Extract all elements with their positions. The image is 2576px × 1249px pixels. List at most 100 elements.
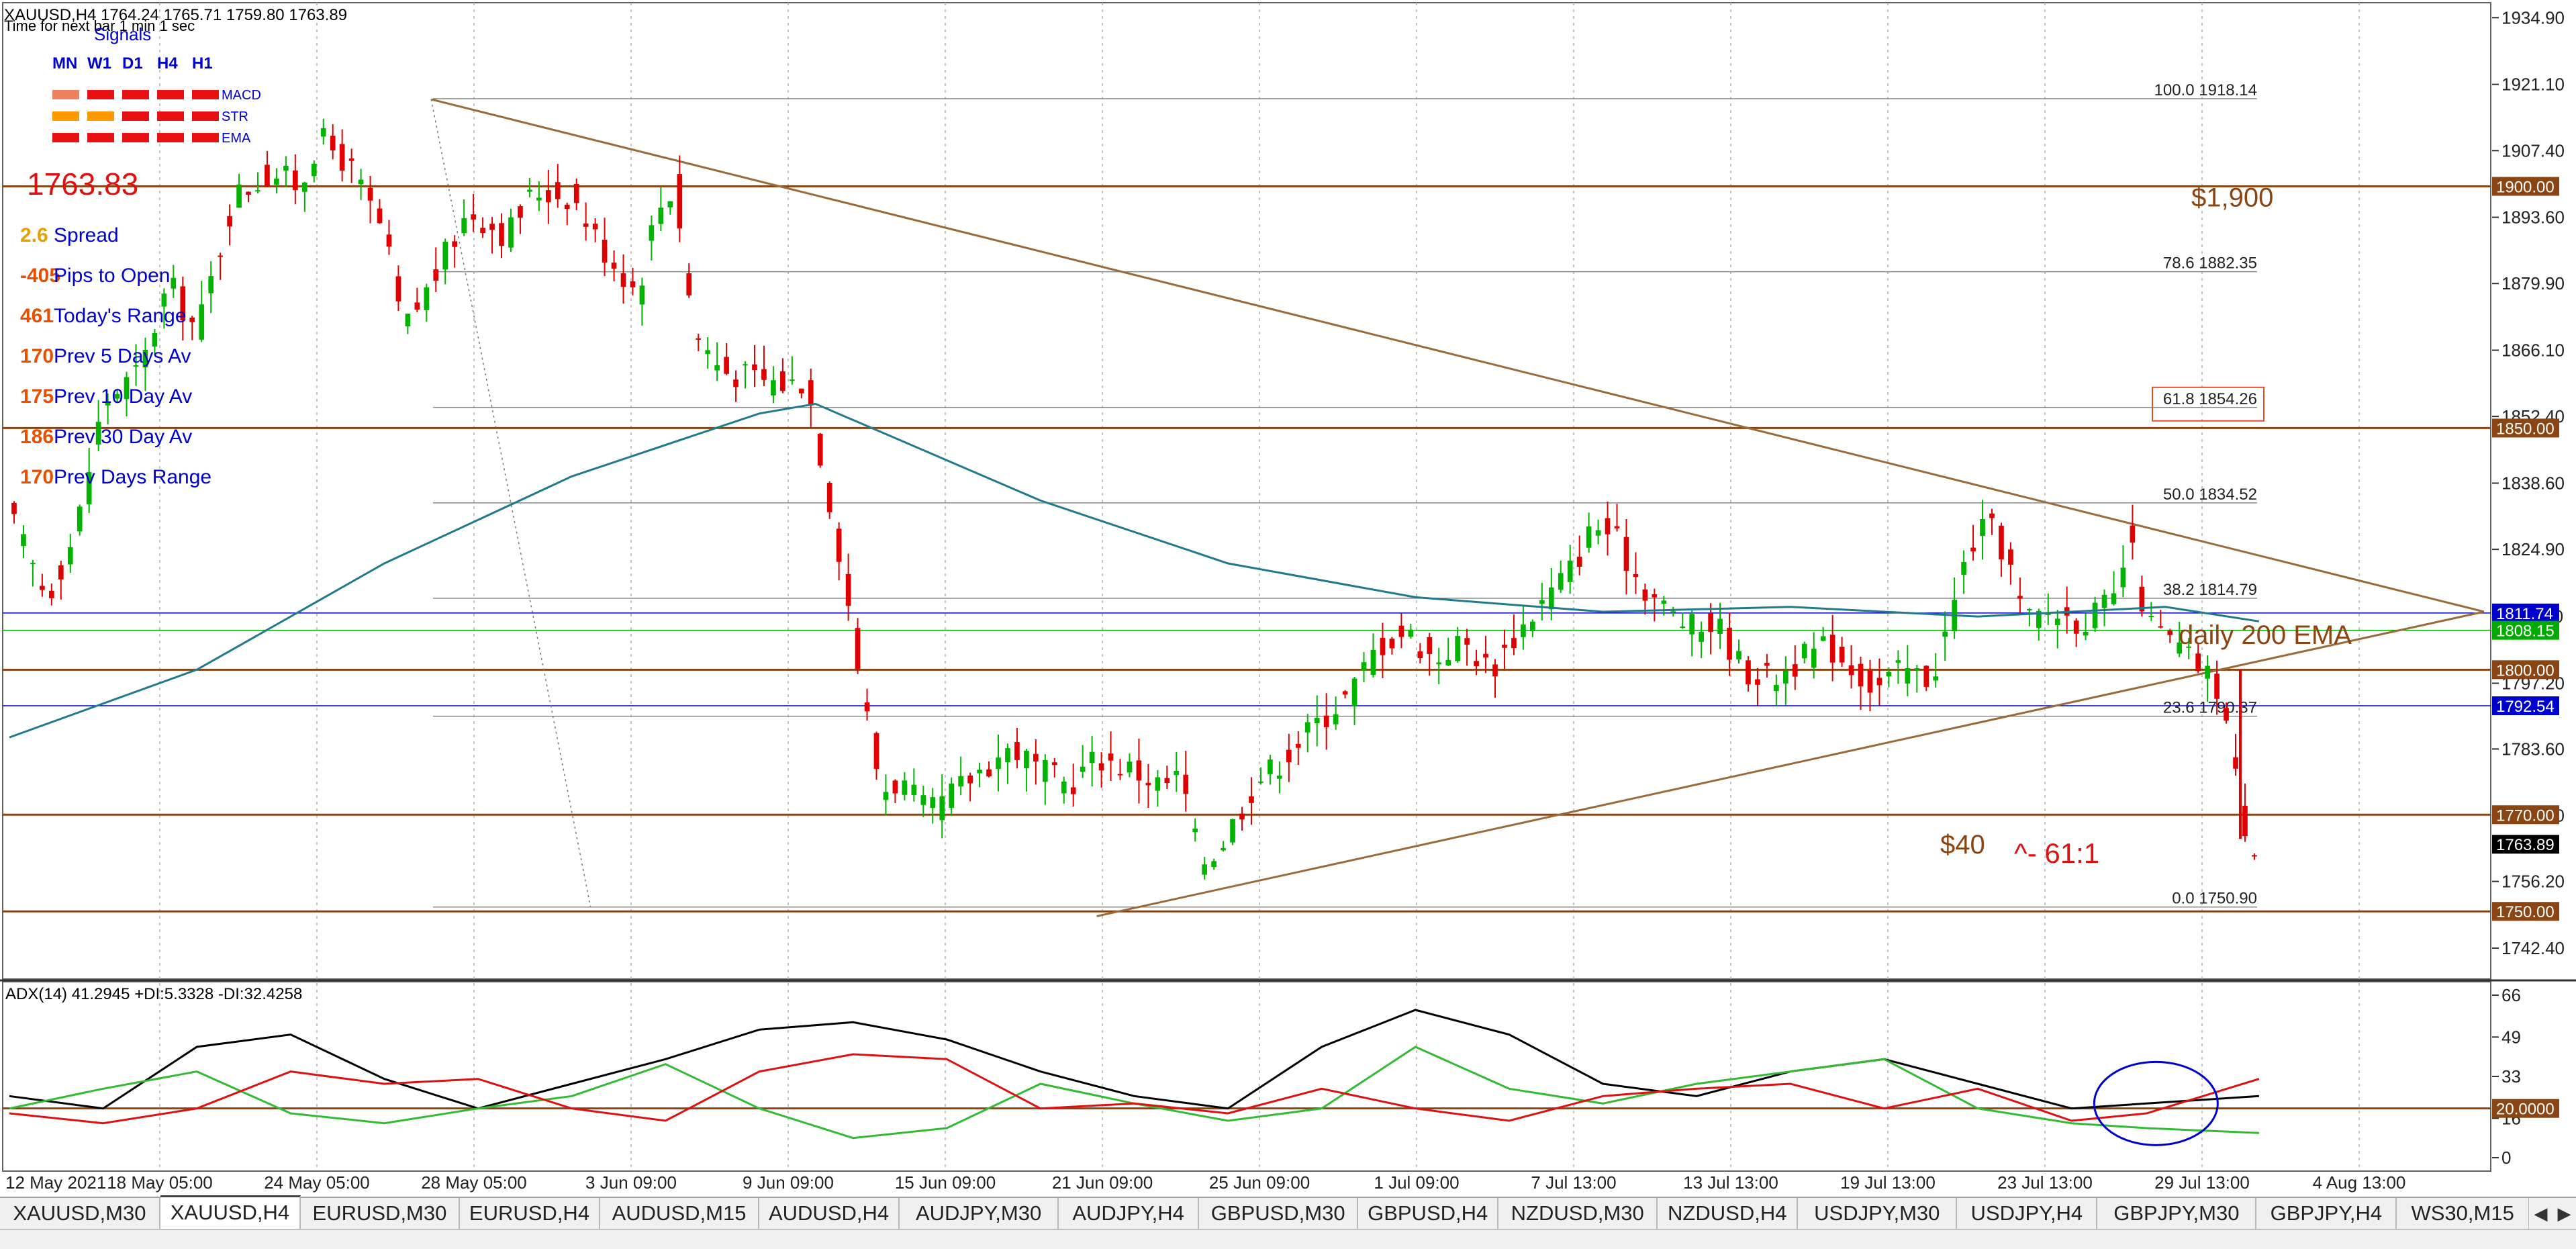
stat-value: 175 [20,385,54,408]
symbol-header: XAUUSD,H4 1764.24 1765.71 1759.80 1763.8… [4,6,347,24]
tab-gbpjpy-h4[interactable]: GBPJPY,H4 [2256,1198,2397,1229]
candle-body [2073,620,2079,634]
candle-body [892,780,898,794]
candle-body [1455,636,1460,661]
tab-audjpy-m30[interactable]: AUDJPY,M30 [900,1198,1059,1229]
y-tick-label: 1907.40 [2501,140,2565,160]
candle-body [2092,602,2098,629]
candle-body [761,369,767,380]
candle-body [920,795,926,805]
price-chart[interactable]: 12 May 2021 18 May 05:00 24 May 05:00 28 Ma… [0,0,2576,1195]
y-tick-label: 1921.10 [2501,75,2565,95]
candle-body [573,184,579,203]
y-tick-label: 1783.60 [2501,739,2565,759]
candle-body [1014,742,1020,760]
candle-body [1192,828,1198,833]
candle-body [2233,757,2238,769]
candle-body [1258,781,1263,783]
candle-body [339,144,345,171]
candle-body [1174,771,1180,776]
candle-body [358,179,364,185]
candle-body [930,797,936,808]
signal-cell [157,133,184,142]
candle-body [433,269,439,281]
candle-body [1895,660,1901,663]
candle-body [2224,708,2229,721]
candle-body [1342,691,1348,695]
candle-body [283,165,289,171]
x-tick-label: 18 May 05:00 [107,1172,213,1193]
candle-body [1098,763,1104,771]
candle-body [902,780,908,795]
candle-body [1211,861,1217,868]
tab-gbpusd-m30[interactable]: GBPUSD,M30 [1199,1198,1359,1229]
candle-body [2242,806,2248,837]
x-tick-label: 19 Jul 13:00 [1840,1172,1936,1193]
signal-timeframe-label: D1 [122,54,143,73]
tab-audusd-h4[interactable]: AUDUSD,H4 [759,1198,900,1229]
candle-body [1511,638,1517,649]
tab-xauusd-h4[interactable]: XAUUSD,H4 [160,1195,301,1230]
signal-cell [122,111,149,121]
tab-eurusd-m30[interactable]: EURUSD,M30 [301,1198,460,1229]
candle-body [1774,684,1779,692]
candle-body [1886,672,1892,677]
candle-body [826,482,832,512]
x-tick-label: 28 May 05:00 [421,1172,527,1193]
candle-body [1727,627,1732,660]
candle-body [1417,651,1423,659]
scroll-right-icon[interactable]: ▶ [2557,1203,2571,1223]
candle-body [199,304,205,340]
tab-eurusd-h4[interactable]: EURUSD,H4 [460,1198,601,1229]
tab-usdjpy-h4[interactable]: USDJPY,H4 [1957,1198,2098,1229]
candle-body [58,565,64,580]
candle-body [2252,855,2257,857]
scroll-left-icon[interactable]: ◀ [2534,1203,2548,1223]
y-tick-label: 1893.60 [2501,207,2565,228]
candle-body [817,433,823,466]
tab-audusd-m15[interactable]: AUDUSD,M15 [600,1198,759,1229]
tab-audjpy-h4[interactable]: AUDJPY,H4 [1059,1198,1200,1229]
ind-y-tick-label: 66 [2501,985,2521,1005]
candle-body [536,197,542,201]
adx-title: ADX(14) 41.2945 +DI:5.3328 -DI:32.4258 [5,985,302,1003]
price-line-tag [2492,603,2559,622]
candle-body [958,776,963,787]
candle-body [518,206,523,218]
tab-ws30-m15[interactable]: WS30,M15 [2397,1198,2530,1229]
candle-body [1464,638,1470,645]
candle-body [1961,561,1966,575]
tab-gbpjpy-m30[interactable]: GBPJPY,M30 [2097,1198,2257,1229]
candle-body [152,333,158,347]
candle-body [658,207,664,224]
candle-body [1492,664,1498,677]
current-price-big: 1763.83 [27,167,138,201]
tab-gbpusd-h4[interactable]: GBPUSD,H4 [1358,1198,1499,1229]
stat-label: Prev 5 Days Av [54,345,191,367]
candle-body [246,191,251,195]
candle-body [189,317,195,322]
candle-body [1933,676,1939,681]
ema200-line [9,402,2260,739]
signal-cell [192,133,219,142]
tab-nzdusd-h4[interactable]: NZDUSD,H4 [1658,1198,1799,1229]
fib-label: 50.0 1834.52 [2163,485,2257,504]
candle-body [2017,596,2023,599]
tab-usdjpy-m30[interactable]: USDJPY,M30 [1798,1198,1958,1229]
candle-body [686,273,692,295]
candle-body [320,128,326,137]
candle-body [1042,759,1048,782]
candle-body [1905,668,1911,684]
trendline [430,98,2485,613]
annotation-drop: $40 [1940,830,1985,860]
tab-scroll-arrows[interactable]: ◀ ▶ [2529,1198,2576,1229]
tab-xauusd-m30[interactable]: XAUUSD,M30 [0,1198,160,1229]
fib-label: 61.8 1854.26 [2163,390,2257,408]
sr-level-tag [2492,902,2559,921]
signals-title: Signals [94,24,151,44]
candle-body [161,293,167,307]
tab-nzdusd-m30[interactable]: NZDUSD,M30 [1498,1198,1658,1229]
signal-cell [87,111,114,121]
candle-body [1867,670,1873,693]
